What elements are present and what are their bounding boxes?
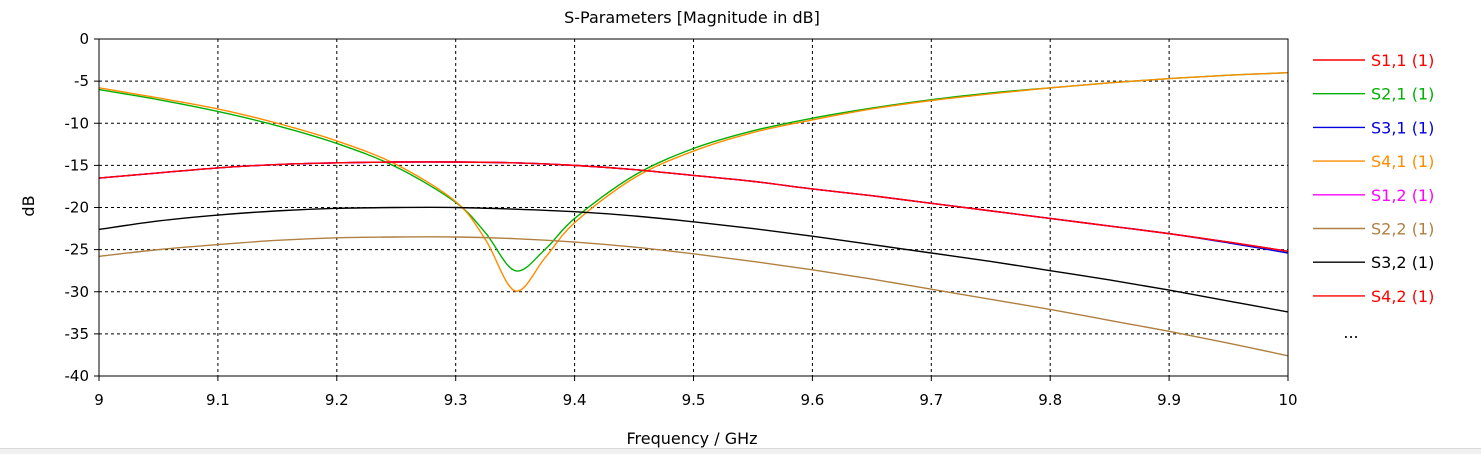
legend-label: S3,1 (1) bbox=[1371, 118, 1434, 137]
series-line-s4-2-1 bbox=[98, 161, 1289, 253]
x-axis-title: Frequency / GHz bbox=[626, 429, 757, 448]
legend-label: S3,2 (1) bbox=[1371, 253, 1434, 272]
y-tick-label: -40 bbox=[65, 367, 90, 385]
y-axis-ticks: 0 -5 -10 -15 -20 -25 -30 -35 -40 bbox=[65, 30, 99, 385]
legend-item-s4-1-1[interactable]: S4,1 (1) bbox=[1313, 152, 1434, 171]
y-axis-title: dB bbox=[19, 195, 38, 216]
y-tick-label: -5 bbox=[74, 72, 89, 90]
legend-item-s1-2-1[interactable]: S1,2 (1) bbox=[1313, 186, 1434, 205]
legend-label: S1,2 (1) bbox=[1371, 186, 1434, 205]
legend-item-s1-1-1[interactable]: S1,1 (1) bbox=[1313, 51, 1434, 70]
legend-label: S4,1 (1) bbox=[1371, 152, 1434, 171]
series-line-s3-2-1 bbox=[98, 206, 1289, 313]
legend-label: S1,1 (1) bbox=[1371, 51, 1434, 70]
series-line-s4-1-1 bbox=[98, 72, 1289, 292]
legend-item-s4-2-1[interactable]: S4,2 (1) bbox=[1313, 287, 1434, 306]
x-tick-label: 9.1 bbox=[206, 391, 230, 409]
x-tick-label: 9.4 bbox=[563, 391, 587, 409]
legend-label: S2,1 (1) bbox=[1371, 85, 1434, 104]
y-tick-label: -15 bbox=[65, 156, 90, 174]
x-axis-ticks: 9 9.1 9.2 9.3 9.4 9.5 9.6 9.7 9.8 9.9 10 bbox=[94, 376, 1298, 409]
y-tick-label: -35 bbox=[65, 325, 90, 343]
legend-more-indicator[interactable]: ... bbox=[1343, 323, 1358, 342]
legend-label: S4,2 (1) bbox=[1371, 287, 1434, 306]
x-tick-label: 9.7 bbox=[919, 391, 943, 409]
y-tick-label: -10 bbox=[65, 114, 90, 132]
legend-item-s2-2-1[interactable]: S2,2 (1) bbox=[1313, 220, 1434, 239]
x-tick-label: 9 bbox=[94, 391, 104, 409]
y-tick-label: -20 bbox=[65, 199, 90, 217]
legend-item-s3-1-1[interactable]: S3,1 (1) bbox=[1313, 118, 1434, 137]
legend-item-s3-2-1[interactable]: S3,2 (1) bbox=[1313, 253, 1434, 272]
y-tick-label: 0 bbox=[79, 30, 89, 48]
legend[interactable]: S1,1 (1) S2,1 (1) S3,1 (1) S4,1 (1) S1,2 (1)… bbox=[1313, 51, 1434, 306]
x-tick-label: 9.3 bbox=[444, 391, 468, 409]
series-line-s2-2-1 bbox=[98, 236, 1289, 357]
x-tick-label: 9.5 bbox=[682, 391, 706, 409]
x-tick-label: 9.8 bbox=[1038, 391, 1062, 409]
series-lines bbox=[98, 72, 1289, 357]
x-tick-label: 9.2 bbox=[325, 391, 349, 409]
x-tick-label: 9.6 bbox=[800, 391, 824, 409]
bottom-border-strip bbox=[0, 448, 1481, 454]
y-tick-label: -25 bbox=[65, 241, 90, 259]
chart-title: S-Parameters [Magnitude in dB] bbox=[564, 8, 820, 27]
x-tick-label: 10 bbox=[1278, 391, 1297, 409]
legend-label: S2,2 (1) bbox=[1371, 220, 1434, 239]
x-tick-label: 9.9 bbox=[1157, 391, 1181, 409]
y-tick-label: -30 bbox=[65, 283, 90, 301]
grid-lines bbox=[99, 39, 1288, 376]
legend-item-s2-1-1[interactable]: S2,1 (1) bbox=[1313, 85, 1434, 104]
